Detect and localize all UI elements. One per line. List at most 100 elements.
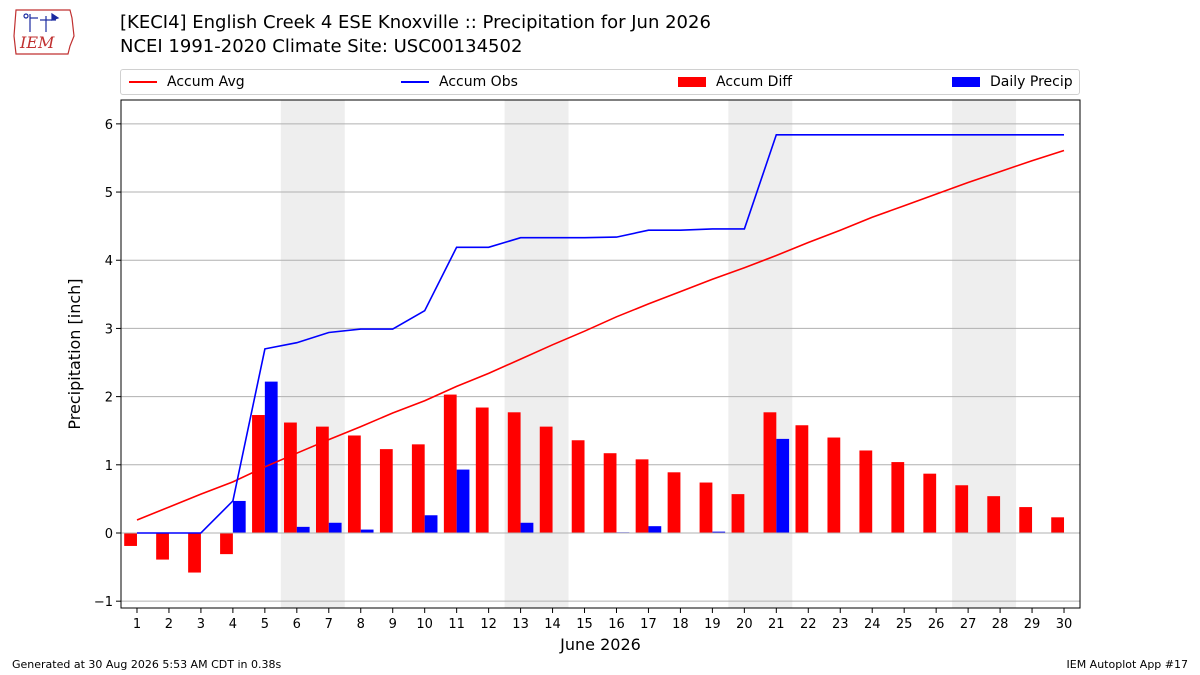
accum-diff-bar (475, 407, 489, 533)
accum-diff-bar (284, 422, 297, 533)
logo-text: IEM (19, 33, 55, 52)
accum-diff-bar (731, 494, 745, 533)
accum-diff-bar (347, 435, 361, 533)
y-tick-label: 4 (105, 254, 113, 269)
accum-diff-bar (156, 532, 169, 560)
x-tick-label: 26 (928, 617, 945, 632)
accum-diff-bar (635, 459, 649, 533)
legend-label: Accum Obs (439, 74, 518, 90)
accum-diff-bar (539, 426, 553, 533)
x-tick-label: 9 (389, 617, 397, 632)
legend-swatch (129, 81, 157, 83)
legend-swatch (678, 77, 706, 87)
x-tick-label: 24 (864, 617, 881, 632)
accum-diff-bar (124, 532, 137, 546)
legend-label: Accum Avg (167, 74, 245, 90)
legend-accum-diff: Accum Diff (678, 73, 792, 91)
y-tick-label: 2 (105, 391, 113, 406)
x-tick-label: 20 (736, 617, 753, 632)
daily-precip-bar (264, 381, 278, 533)
accum-diff-bar (763, 412, 777, 533)
y-tick-label: 0 (105, 527, 113, 542)
x-tick-label: 13 (512, 617, 529, 632)
accum-diff-bar (411, 444, 425, 533)
x-tick-label: 7 (325, 617, 333, 632)
y-tick-label: 5 (105, 186, 113, 201)
y-tick-label: 6 (105, 118, 113, 133)
y-axis-label: Precipitation [inch] (65, 278, 84, 429)
x-tick-label: 1 (133, 617, 141, 632)
accum-diff-bar (795, 425, 809, 533)
x-tick-label: 27 (960, 617, 977, 632)
legend-accum-avg: Accum Avg (129, 73, 245, 91)
legend-label: Accum Diff (716, 74, 793, 90)
legend-swatch (952, 77, 980, 87)
daily-precip-bar (328, 522, 342, 533)
daily-precip-bar (456, 469, 470, 533)
x-tick-label: 23 (832, 617, 849, 632)
x-tick-label: 12 (480, 617, 497, 632)
accum-diff-bar (443, 394, 457, 533)
accum-diff-bar (955, 485, 969, 533)
daily-precip-bar (648, 526, 662, 533)
accum-diff-bar (1051, 517, 1065, 533)
accum-diff-bar (987, 496, 1001, 533)
daily-precip-bar (776, 438, 790, 533)
y-tick-label: 1 (105, 459, 113, 474)
accum-diff-bar (859, 450, 873, 533)
chart-title: [KECI4] English Creek 4 ESE Knoxville ::… (120, 12, 711, 33)
plot-frame (120, 99, 1081, 609)
footer-app: IEM Autoplot App #17 (1066, 658, 1189, 671)
x-tick-label: 25 (896, 617, 913, 632)
x-tick-label: 10 (416, 617, 433, 632)
accum-diff-bar (603, 453, 617, 533)
x-tick-label: 28 (992, 617, 1009, 632)
x-tick-label: 14 (544, 617, 561, 632)
x-tick-label: 4 (229, 617, 237, 632)
accum-diff-bar (379, 449, 393, 533)
x-tick-label: 3 (197, 617, 205, 632)
accum-diff-bar (1019, 507, 1033, 533)
x-tick-label: 15 (576, 617, 593, 632)
daily-precip-bar (296, 526, 310, 533)
chart-legend: Accum Avg Accum Obs Accum Diff Daily Pre… (120, 69, 1080, 95)
daily-precip-bar (712, 531, 726, 533)
legend-daily-precip: Daily Precip (952, 73, 1073, 91)
iem-logo: IEM (13, 9, 75, 55)
x-tick-label: 18 (672, 617, 689, 632)
x-tick-label: 17 (640, 617, 657, 632)
x-tick-label: 19 (704, 617, 721, 632)
x-tick-label: 11 (448, 617, 465, 632)
x-tick-label: 22 (800, 617, 817, 632)
accum-diff-bar (188, 532, 201, 573)
x-tick-label: 30 (1056, 617, 1073, 632)
y-tick-label: 3 (105, 322, 113, 337)
accum-diff-bar (891, 462, 905, 533)
x-tick-label: 8 (357, 617, 365, 632)
accum-avg-line (136, 149, 1065, 521)
accum-diff-bar (667, 472, 681, 533)
accum-obs-line (137, 134, 1064, 534)
accum-diff-bar (220, 532, 233, 555)
daily-precip-bar (232, 500, 246, 533)
x-tick-label: 21 (768, 617, 785, 632)
daily-precip-bar (360, 529, 374, 533)
legend-swatch (401, 81, 429, 83)
y-tick-label: −1 (94, 595, 113, 610)
x-axis-label: June 2026 (559, 635, 641, 654)
x-tick-label: 2 (165, 617, 173, 632)
legend-accum-obs: Accum Obs (401, 73, 518, 91)
chart-subtitle: NCEI 1991-2020 Climate Site: USC00134502 (120, 36, 523, 57)
x-tick-label: 16 (608, 617, 625, 632)
accum-diff-bar (923, 473, 937, 533)
legend-label: Daily Precip (990, 74, 1073, 90)
accum-diff-bar (699, 482, 713, 533)
x-tick-label: 29 (1024, 617, 1041, 632)
footer-generated: Generated at 30 Aug 2026 5:53 AM CDT in … (12, 658, 282, 671)
daily-precip-bar (520, 522, 534, 533)
accum-diff-bar (252, 415, 265, 533)
x-tick-label: 5 (261, 617, 269, 632)
daily-precip-bar (424, 515, 438, 533)
accum-diff-bar (571, 440, 585, 533)
